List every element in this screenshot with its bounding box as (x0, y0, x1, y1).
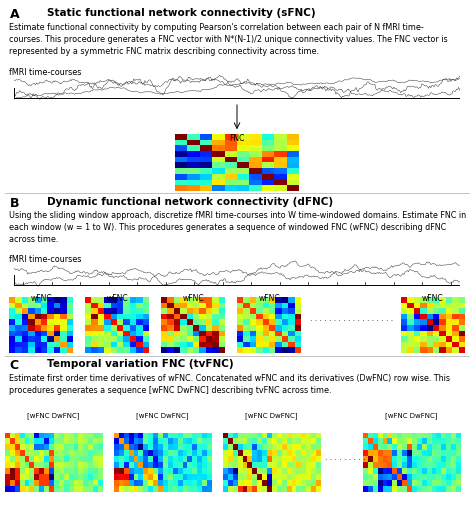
Text: [wFNC DwFNC]: [wFNC DwFNC] (136, 412, 189, 419)
Text: Static functional network connectivity (sFNC): Static functional network connectivity (… (47, 8, 316, 18)
Text: C: C (9, 359, 18, 372)
Text: · · · · · · · · ·: · · · · · · · · · (325, 456, 367, 466)
Text: wFNC: wFNC (107, 294, 128, 302)
Text: wFNC: wFNC (422, 294, 443, 302)
Text: [wFNC DwFNC]: [wFNC DwFNC] (385, 412, 438, 419)
Text: Estimate functional connectivity by computing Pearson's correlation between each: Estimate functional connectivity by comp… (9, 23, 448, 57)
Text: wFNC: wFNC (182, 294, 204, 302)
Text: Temporal variation FNC (tvFNC): Temporal variation FNC (tvFNC) (47, 359, 234, 369)
Text: Estimate first order time derivatives of wFNC. Concatenated wFNC and its derivat: Estimate first order time derivatives of… (9, 374, 450, 395)
Text: Dynamic functional network connectivity (dFNC): Dynamic functional network connectivity … (47, 197, 334, 207)
Text: B: B (9, 197, 19, 210)
Text: [wFNC DwFNC]: [wFNC DwFNC] (27, 412, 80, 419)
Text: A: A (9, 8, 19, 21)
Text: FNC: FNC (229, 134, 245, 143)
Text: · · · · · · · · · · · · · · · · · ·: · · · · · · · · · · · · · · · · · · (310, 317, 396, 327)
Text: wFNC: wFNC (31, 294, 52, 302)
Text: fMRI time-courses: fMRI time-courses (9, 68, 82, 77)
Text: wFNC: wFNC (258, 294, 280, 302)
Text: [wFNC DwFNC]: [wFNC DwFNC] (245, 412, 298, 419)
Text: fMRI time-courses: fMRI time-courses (9, 255, 82, 264)
Text: Using the sliding window approach, discretize fMRI time-courses into W time-wind: Using the sliding window approach, discr… (9, 211, 466, 245)
